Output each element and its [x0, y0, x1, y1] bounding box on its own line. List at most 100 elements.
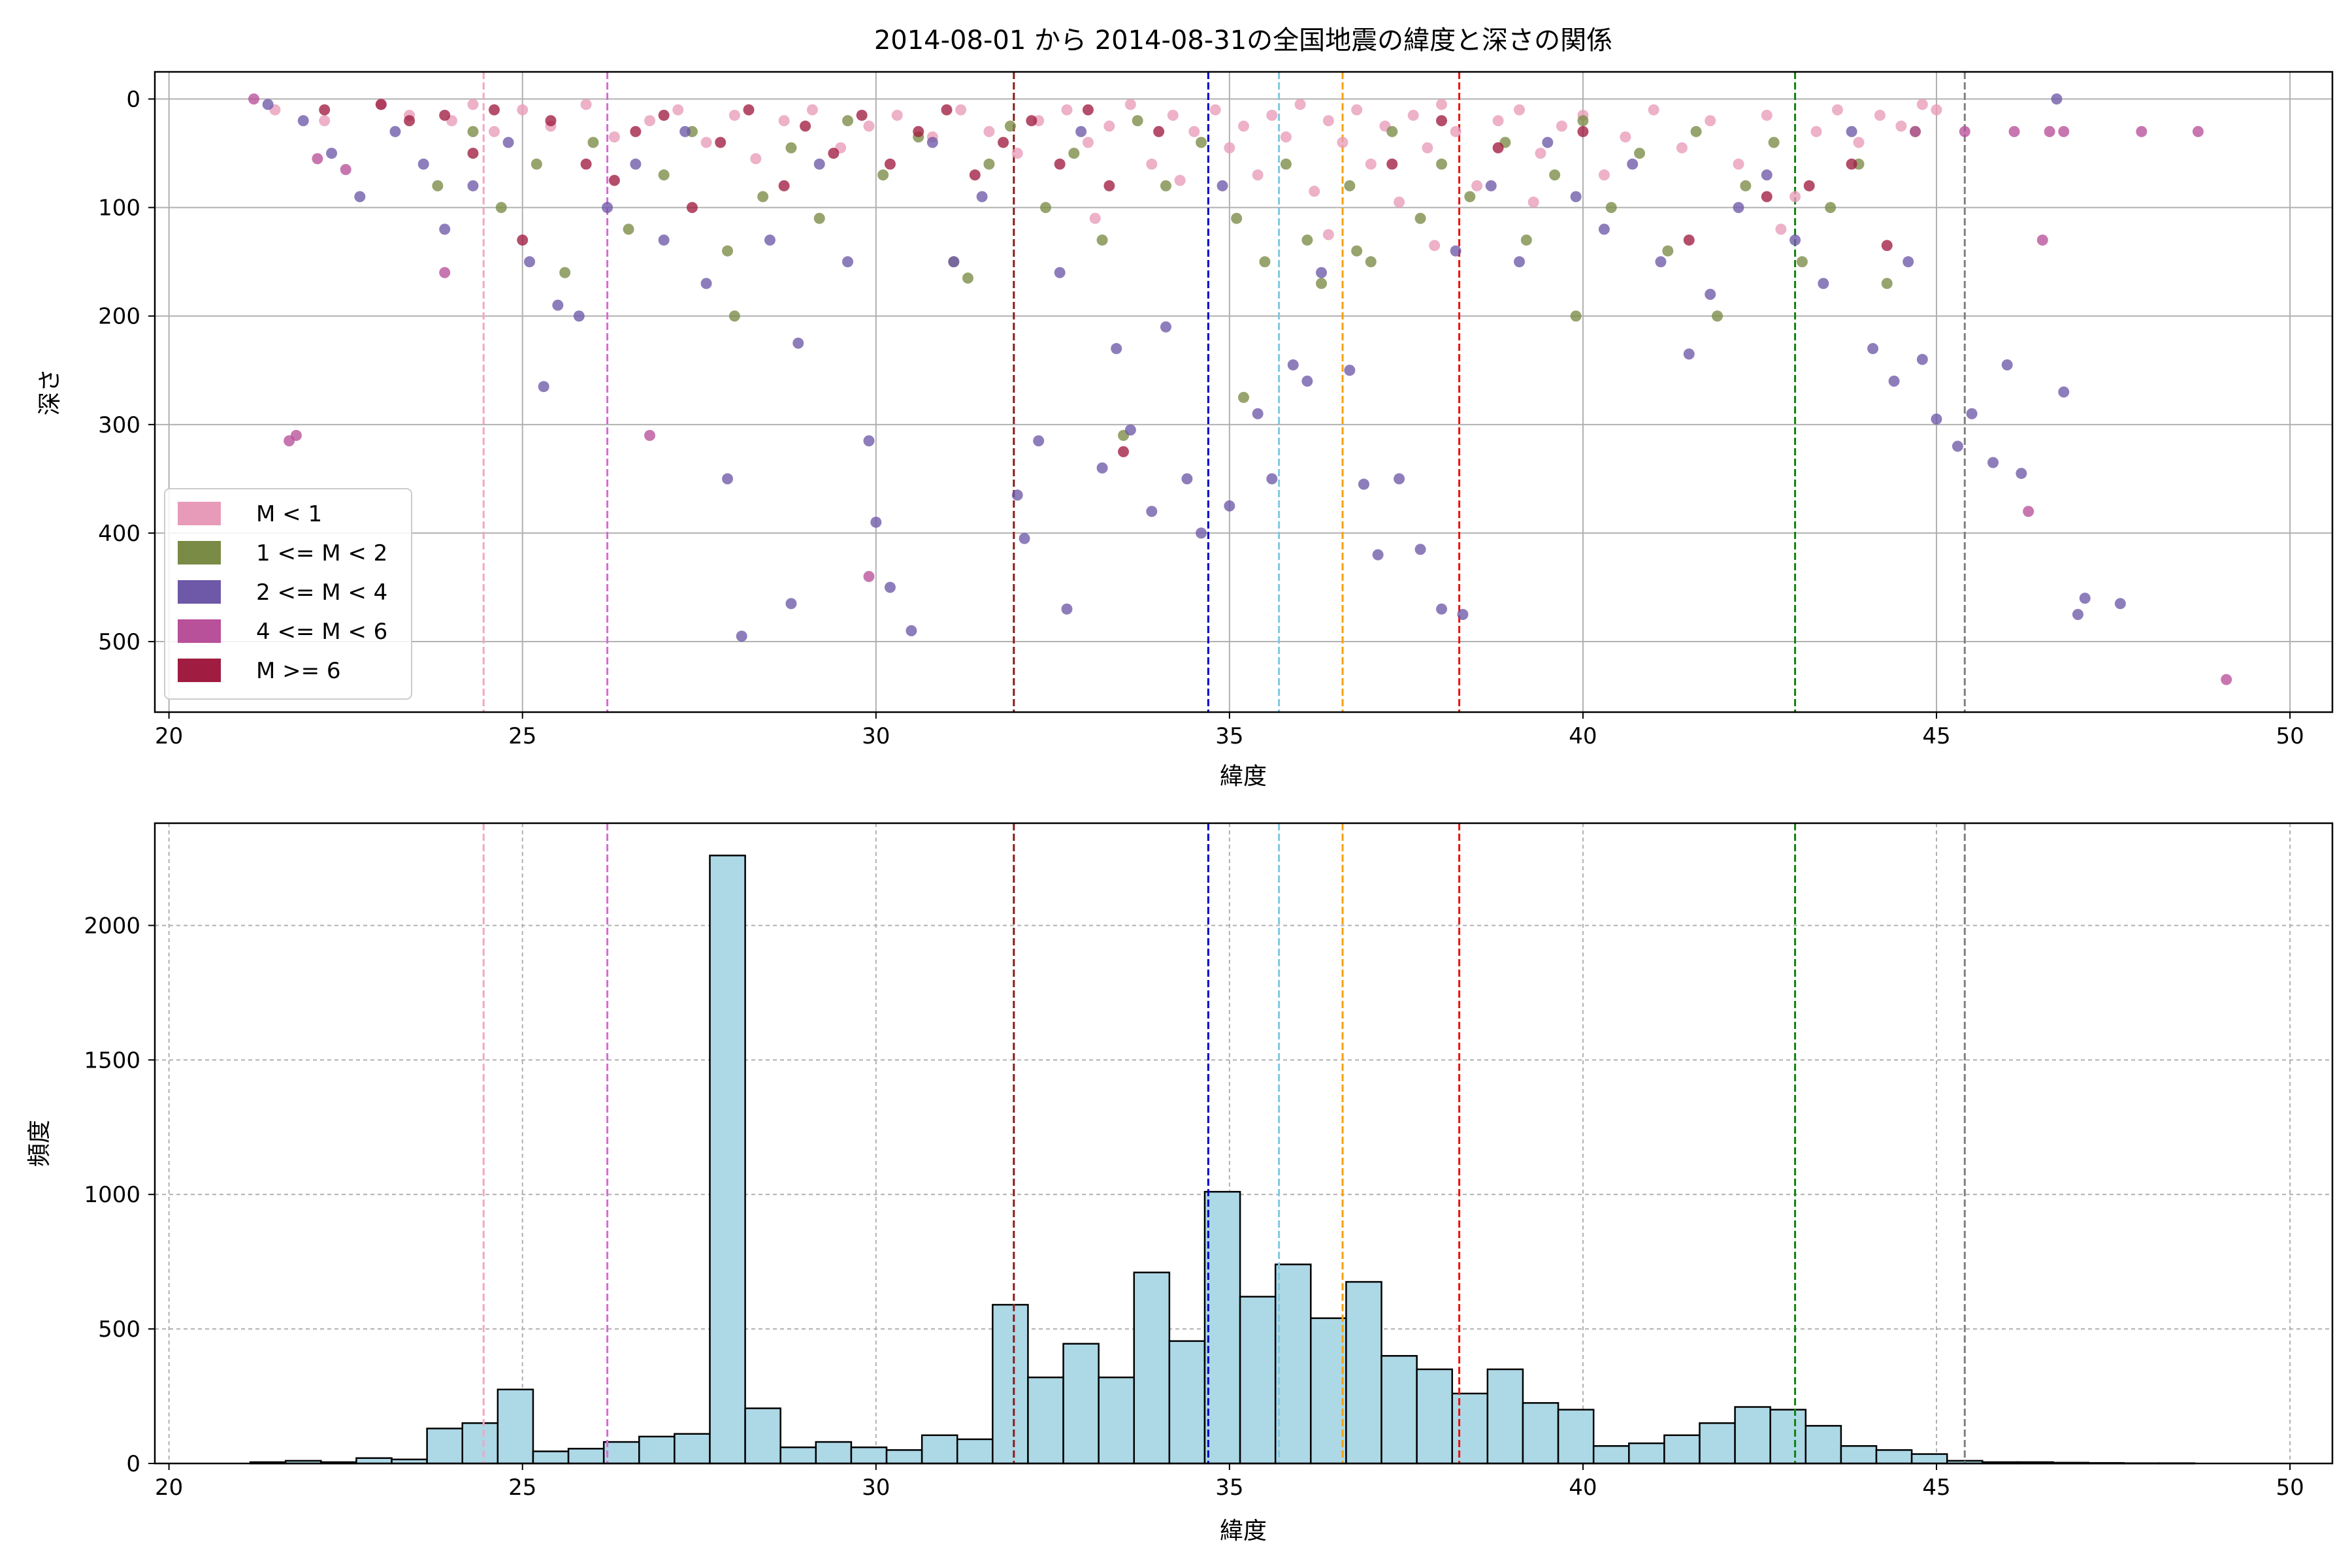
histogram-bar [992, 1303, 1029, 1465]
scatter-point [1414, 544, 1426, 555]
scatter-point [262, 99, 274, 110]
scatter-point [1740, 180, 1752, 191]
scatter-point [319, 115, 331, 127]
scatter-point [1846, 125, 1857, 137]
legend-label: M >= 6 [256, 658, 341, 684]
histogram-bar [1380, 1355, 1418, 1465]
scatter-point [1054, 267, 1066, 278]
scatter-point [524, 256, 536, 268]
histogram-bar [1345, 1281, 1382, 1465]
scatter-point [1365, 158, 1377, 170]
histogram-bar [497, 1388, 534, 1465]
scatter-point [1683, 234, 1695, 246]
scatter-point [326, 148, 338, 159]
scatter-point [1365, 256, 1377, 268]
scatter-point [517, 104, 529, 116]
scatter-point [728, 109, 740, 121]
histogram-x-tick-label: 20 [155, 1475, 183, 1501]
scatter-point [1287, 359, 1299, 370]
scatter-point [290, 429, 302, 441]
histogram-bar [1098, 1376, 1135, 1465]
scatter-point [517, 234, 529, 246]
scatter-point [1712, 310, 1723, 322]
scatter-point [1181, 473, 1193, 485]
scatter-point [658, 169, 670, 181]
scatter-point [983, 125, 995, 137]
scatter-point [998, 137, 1009, 148]
scatter-point [2221, 674, 2232, 685]
scatter-series-5 [319, 99, 1893, 457]
histogram-y-tick-label: 0 [126, 1451, 140, 1477]
scatter-point [488, 125, 500, 137]
scatter-point [1485, 180, 1497, 191]
scatter-point [976, 191, 988, 203]
scatter-point [2192, 125, 2204, 137]
scatter-point [608, 131, 620, 143]
scatter-point [1394, 473, 1405, 485]
histogram-bar [1168, 1340, 1206, 1465]
scatter-point [778, 115, 790, 127]
scatter-point [1527, 196, 1539, 208]
scatter-point [1620, 131, 1631, 143]
scatter-y-tick-label: 300 [98, 412, 140, 438]
scatter-point [531, 158, 542, 170]
histogram-x-tick-label: 50 [2276, 1475, 2304, 1501]
scatter-plot: 20 25 30 35 40 45 50 0 100 200 300 400 500 緯度 深さ M … [37, 71, 2334, 790]
scatter-point [1252, 169, 1264, 181]
scatter-point [1068, 148, 1080, 159]
histogram-bar [744, 1407, 781, 1465]
scatter-point [1188, 125, 1200, 137]
scatter-point [757, 191, 769, 203]
scatter-point [467, 148, 479, 159]
scatter-point [1266, 109, 1278, 121]
scatter-x-tick-label: 25 [508, 723, 536, 749]
scatter-point [488, 104, 500, 116]
scatter-point [1301, 375, 1313, 387]
scatter-point [1351, 104, 1363, 116]
histogram-bar [1203, 1190, 1241, 1465]
histogram-bar [779, 1446, 817, 1465]
histogram-bar [921, 1434, 958, 1465]
scatter-point [1598, 169, 1610, 181]
scatter-point [2008, 125, 2020, 137]
scatter-point [439, 223, 451, 235]
scatter-point [375, 99, 387, 110]
scatter-point [644, 115, 655, 127]
scatter-point [1322, 115, 1334, 127]
scatter-point [948, 256, 960, 268]
scatter-point [1803, 180, 1815, 191]
scatter-point [1916, 353, 1928, 365]
scatter-point [1903, 256, 1914, 268]
scatter-point [1238, 120, 1249, 132]
scatter-point [1888, 375, 1900, 387]
scatter-point [658, 109, 670, 121]
histogram-bar [638, 1435, 676, 1465]
scatter-point [1414, 212, 1426, 224]
scatter-point [1309, 186, 1320, 197]
scatter-point [1577, 125, 1589, 137]
scatter-point [743, 104, 755, 116]
scatter-point [1124, 424, 1136, 436]
scatter-point [1316, 267, 1328, 278]
scatter-point [1881, 240, 1893, 252]
scatter-point [1796, 256, 1808, 268]
scatter-point [1294, 99, 1306, 110]
scatter-point [1916, 99, 1928, 110]
scatter-point [502, 137, 514, 148]
scatter-point [417, 158, 429, 170]
scatter-point [1301, 234, 1313, 246]
scatter-point [1322, 229, 1334, 240]
histogram-bar [567, 1448, 605, 1465]
scatter-y-tick-label: 0 [126, 87, 140, 113]
histogram-bar [1486, 1368, 1524, 1465]
scatter-point [404, 115, 416, 127]
scatter-point [1386, 125, 1398, 137]
histogram-bar [956, 1438, 994, 1465]
histogram-bar [1628, 1442, 1665, 1465]
scatter-point [602, 202, 613, 214]
scatter-point [1514, 256, 1526, 268]
scatter-point [1853, 137, 1865, 148]
scatter-point [2044, 125, 2055, 137]
scatter-point [658, 234, 670, 246]
scatter-point [467, 180, 479, 191]
